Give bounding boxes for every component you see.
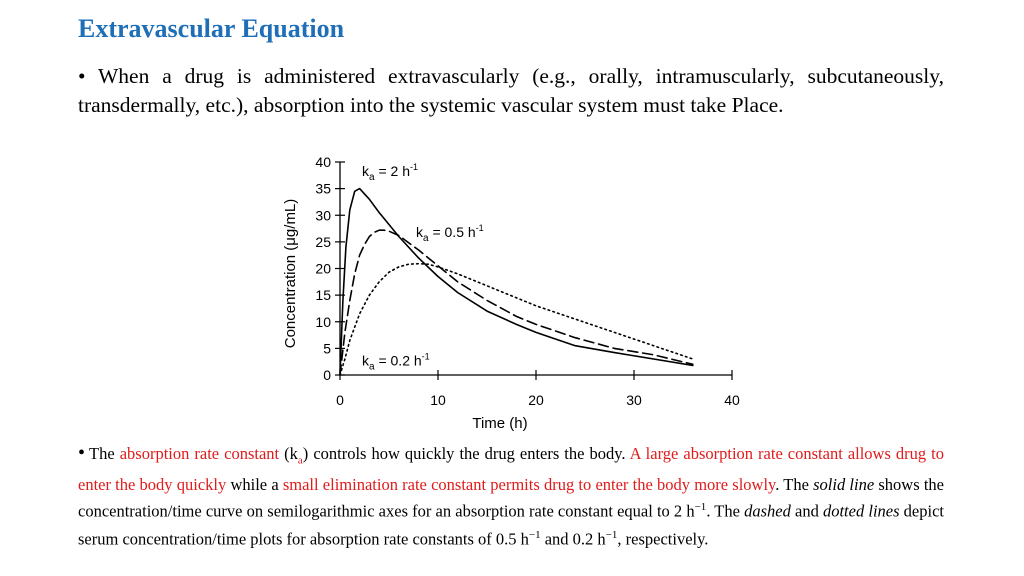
chart-axes (339, 162, 732, 376)
y-tick-label: 10 (315, 314, 331, 330)
series-label-sup: -1 (410, 162, 418, 172)
series-label-sub: a (423, 233, 429, 244)
superscript: −1 (605, 528, 618, 541)
series-label-value: = 0.2 h (375, 352, 422, 368)
y-tick-label: 25 (315, 234, 331, 250)
series-label-sub: a (369, 172, 375, 183)
highlight-absorption-rate-constant: absorption rate constant (119, 444, 280, 463)
series-label-value: = 0.5 h (429, 224, 476, 240)
series-label: ka = 0.5 h-1 (416, 223, 484, 244)
series-label-value: = 2 h (375, 163, 410, 179)
text-part: and 0.2 h (540, 529, 606, 549)
text-part: . The (706, 501, 745, 521)
x-tick-label: 30 (626, 392, 642, 408)
y-tick-label: 40 (315, 154, 331, 170)
y-axis-label: Concentration (μg/mL) (282, 199, 299, 349)
text-part: , respectively. (617, 529, 709, 549)
x-tick-label: 40 (724, 392, 740, 408)
series-label-k: k (416, 224, 424, 240)
text-part: depict serum concentration/time plots fo… (78, 501, 944, 549)
superscript: −1 (694, 501, 707, 514)
text-part: (k (279, 444, 298, 463)
text-part: The (89, 444, 120, 463)
text-part: . The (775, 474, 814, 494)
intro-bullet: • When a drug is administered extravascu… (78, 62, 944, 120)
intro-text: When a drug is administered extravascula… (78, 64, 944, 117)
italic-solid-line: solid line (813, 474, 875, 494)
text-part: while a (226, 474, 283, 494)
y-tick-label: 20 (315, 261, 331, 277)
series-label-sup: -1 (422, 351, 430, 361)
highlight-large-absorption: A large absorption rate constant allows … (78, 444, 945, 494)
highlight-small-elimination: small elimination rate constant permits … (282, 474, 776, 494)
series-label: ka = 2 h-1 (362, 162, 418, 183)
chart-series (339, 187, 694, 376)
series-line-dashed (339, 229, 694, 376)
bullet-marker: • (78, 442, 86, 464)
series-label-k: k (362, 352, 370, 368)
page-title: Extravascular Equation (78, 14, 345, 43)
concentration-time-chart: 0 5 10 15 20 25 30 35 40 0 10 20 30 40 Time (h) Concen… (275, 148, 755, 443)
chart-labels: Time (h)Concentration (μg/mL)ka = 2 h-1k… (282, 162, 528, 432)
x-tick-label: 0 (336, 392, 344, 408)
y-tick-label: 30 (315, 207, 331, 223)
series-label-k: k (362, 163, 370, 179)
x-axis-label: Time (h) (472, 415, 527, 432)
series-line-dotted (339, 262, 694, 376)
text-part: shows the concentration/time curve on se… (78, 474, 944, 521)
text-part: ) controls how quickly the drug enters t… (302, 444, 630, 463)
explanation-bullet: • The absorption rate constant (ka) contr… (78, 442, 944, 551)
y-tick-label: 0 (323, 367, 331, 383)
italic-dotted-lines: dotted lines (822, 501, 900, 521)
y-tick-label: 5 (323, 340, 331, 356)
bullet-marker: • (78, 64, 86, 88)
series-label: ka = 0.2 h-1 (362, 351, 430, 372)
x-tick-label: 10 (430, 392, 446, 408)
ka-subscript: a (297, 454, 303, 467)
italic-dashed: dashed (744, 501, 791, 521)
x-tick-label: 20 (528, 392, 544, 408)
y-tick-label: 15 (315, 287, 331, 303)
series-label-sup: -1 (476, 223, 484, 233)
chart-ticks: 0 5 10 15 20 25 30 35 40 0 10 20 30 40 (315, 154, 740, 408)
superscript: −1 (528, 528, 541, 541)
series-label-sub: a (369, 361, 375, 372)
y-tick-label: 35 (315, 181, 331, 197)
chart-svg: 0 5 10 15 20 25 30 35 40 0 10 20 30 40 Time (h) Concen… (282, 154, 740, 432)
text-part: and (790, 501, 823, 521)
series-line-solid (339, 187, 694, 376)
